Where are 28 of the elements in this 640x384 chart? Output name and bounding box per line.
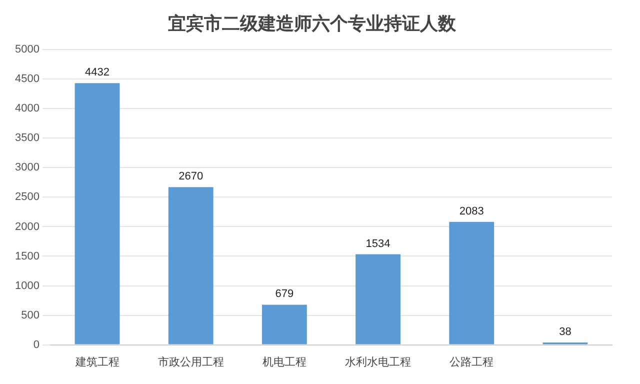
data-label: 2670 xyxy=(178,170,204,183)
y-tick-label: 500 xyxy=(21,309,40,322)
data-label: 1534 xyxy=(366,238,390,250)
data-label: 679 xyxy=(275,288,294,300)
y-tick-label: 2000 xyxy=(14,220,40,233)
x-tick-label: 公路工程 xyxy=(450,355,494,368)
x-tick-label: 市政公用工程 xyxy=(158,355,224,368)
y-tick-label: 3000 xyxy=(14,162,40,174)
data-label: 38 xyxy=(559,326,572,338)
y-tick-label: 0 xyxy=(33,338,40,351)
y-tick-label: 3500 xyxy=(14,132,40,144)
x-tick-label: 水利水电工程 xyxy=(345,355,412,368)
bar xyxy=(449,222,494,344)
y-tick-label: 4000 xyxy=(14,102,40,115)
bar xyxy=(74,83,120,344)
y-tick-label: 2500 xyxy=(14,191,40,204)
y-tick-label: 1500 xyxy=(14,250,40,262)
x-tick-label: 机电工程 xyxy=(262,355,306,368)
bar xyxy=(168,187,214,344)
data-label: 4432 xyxy=(85,66,110,79)
x-tick-label: 建筑工程 xyxy=(74,355,120,368)
y-tick-label: 4500 xyxy=(14,73,40,86)
chart-title: 宜宾市二级建造师六个专业持证人数 xyxy=(168,13,457,34)
y-tick-label: 5000 xyxy=(14,44,40,56)
bar xyxy=(356,254,400,344)
bar xyxy=(262,304,307,344)
data-label: 2083 xyxy=(459,205,484,218)
y-tick-label: 1000 xyxy=(14,280,40,292)
